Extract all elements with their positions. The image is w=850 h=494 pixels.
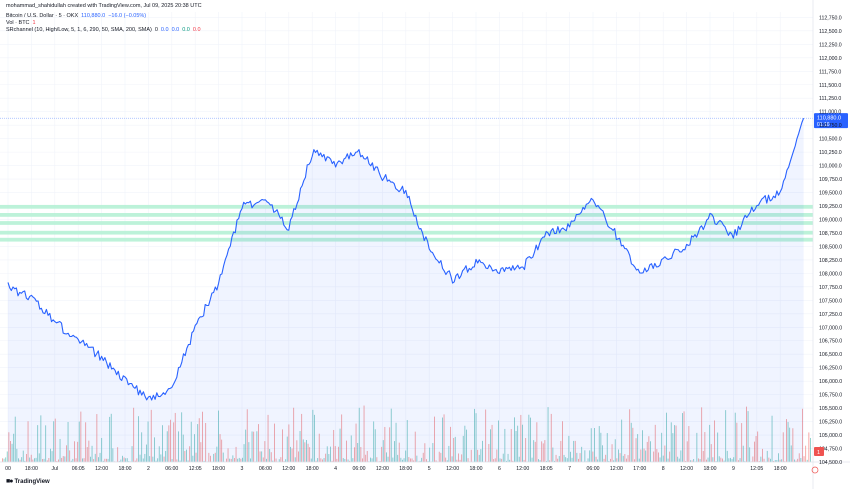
x-tick-label: 12:00: [95, 466, 108, 472]
tradingview-logo[interactable]: ■● TradingView: [6, 478, 50, 485]
y-tick-label: 111,250.0: [819, 96, 841, 102]
y-tick-label: 107,750.0: [819, 285, 842, 291]
volume-label[interactable]: Vol · BTC: [6, 20, 30, 26]
tradingview-logo-icon: ■●: [6, 478, 12, 485]
credit-line: mohammad_shahidullah created with Tradin…: [6, 3, 202, 10]
x-tick-label: 8: [662, 466, 665, 472]
y-tick-label: 110,250.0: [819, 150, 842, 156]
x-tick-label: 06:00: [259, 466, 272, 472]
x-tick-label: 18:00: [25, 466, 38, 472]
y-tick-label: 106,750.0: [819, 339, 842, 345]
x-tick-label: 5: [428, 466, 431, 472]
volume-value: 1: [33, 20, 36, 26]
x-tick-label: 18:00: [212, 466, 225, 472]
x-tick-label: 00: [5, 466, 11, 472]
y-tick-label: 111,500.0: [819, 83, 841, 89]
indicator-legend: SRchannel (10, High/Low, 5, 1, 6, 290, 5…: [6, 27, 201, 34]
x-tick-label: 3: [241, 466, 244, 472]
y-tick-label: 111,000.0: [819, 110, 841, 116]
y-tick-label: 105,000.0: [819, 433, 842, 439]
last-price-tag-label: 110,880.0: [817, 116, 841, 122]
y-tick-label: 109,500.0: [819, 191, 842, 197]
volume-bar: [2, 458, 3, 462]
y-tick-label: 107,000.0: [819, 325, 842, 331]
y-tick-label: 110,000.0: [819, 164, 842, 170]
logo-text: TradingView: [14, 479, 49, 485]
indicator-value-4: 0.0: [193, 27, 201, 33]
indicator-value-2: 0.0: [172, 27, 180, 33]
y-tick-label: 108,000.0: [819, 271, 842, 277]
y-tick-label: 109,750.0: [819, 177, 842, 183]
x-tick-label: 7: [568, 466, 571, 472]
y-tick-label: 105,750.0: [819, 393, 842, 399]
y-tick-label: 112,250.0: [819, 42, 842, 48]
x-tick-label: 12:00: [376, 466, 389, 472]
x-tick-label: 06:05: [72, 466, 85, 472]
indicator-value-0: 0: [155, 27, 158, 33]
y-tick-label: 108,250.0: [819, 258, 842, 264]
volume-badge-label: 1: [817, 450, 820, 456]
y-tick-label: 105,250.0: [819, 420, 842, 426]
x-tick-label: 12:05: [750, 466, 763, 472]
volume-bar: [804, 456, 805, 462]
volume-bar: [810, 438, 811, 462]
volume-bar: [4, 459, 5, 462]
x-tick-label: 12:05: [189, 466, 202, 472]
y-tick-label: 107,250.0: [819, 312, 842, 318]
y-tick-label: 110,500.0: [819, 137, 842, 143]
symbol-name[interactable]: Bitcoin / U.S. Dollar · 5 · OKX: [6, 13, 78, 19]
x-tick-label: 18:00: [399, 466, 412, 472]
x-tick-label: 18:00: [470, 466, 483, 472]
indicator-value-3: 0.0: [182, 27, 190, 33]
indicator-name[interactable]: SRchannel (10, High/Low, 5, 1, 6, 290, 5…: [6, 27, 152, 33]
x-tick-label: 12:00: [446, 466, 459, 472]
x-tick-label: 18:05: [540, 466, 553, 472]
price-change: −16.0 (−0.05%): [108, 13, 146, 19]
y-tick-label: 112,000.0: [819, 56, 842, 62]
y-tick-label: 112,750.0: [819, 15, 842, 21]
x-tick-label: 12:00: [516, 466, 529, 472]
y-tick-label: 108,750.0: [819, 231, 842, 237]
x-tick-label: 12:00: [282, 466, 295, 472]
x-tick-label: 18:00: [774, 466, 787, 472]
y-tick-label: 104,500.0: [819, 460, 842, 466]
last-price-value: 110,880.0: [81, 13, 105, 19]
y-tick-label: 106,500.0: [819, 352, 842, 358]
x-tick-label: 4: [334, 466, 337, 472]
y-tick-label: 112,500.0: [819, 29, 842, 35]
x-tick-label: 2: [147, 466, 150, 472]
y-tick-label: 107,500.0: [819, 298, 842, 304]
y-tick-label: 109,000.0: [819, 217, 842, 223]
x-tick-label: 18:00: [306, 466, 319, 472]
x-tick-label: 18:00: [704, 466, 717, 472]
x-tick-label: 18:00: [119, 466, 132, 472]
x-tick-label: 12:00: [680, 466, 693, 472]
volume-bar: [5, 457, 6, 462]
volume-bar: [805, 446, 806, 462]
y-tick-label: 105,500.0: [819, 406, 842, 412]
y-tick-label: 110,750.0: [819, 123, 842, 129]
x-tick-label: 9: [732, 466, 735, 472]
x-tick-label: 12:00: [610, 466, 623, 472]
volume-bar: [7, 451, 8, 462]
volume-bar: [808, 432, 809, 462]
x-tick-label: 06:00: [165, 466, 178, 472]
x-tick-label: 06:00: [353, 466, 366, 472]
x-tick-label: 6: [498, 466, 501, 472]
y-tick-label: 106,000.0: [819, 379, 842, 385]
y-tick-label: 109,250.0: [819, 204, 842, 210]
y-tick-label: 111,750.0: [819, 69, 841, 75]
y-tick-label: 108,500.0: [819, 244, 842, 250]
x-tick-label: 06:00: [587, 466, 600, 472]
y-tick-label: 106,250.0: [819, 366, 842, 372]
indicator-value-1: 0.0: [161, 27, 169, 33]
x-tick-label: 17:00: [633, 466, 646, 472]
x-tick-label: Jul: [51, 466, 58, 472]
